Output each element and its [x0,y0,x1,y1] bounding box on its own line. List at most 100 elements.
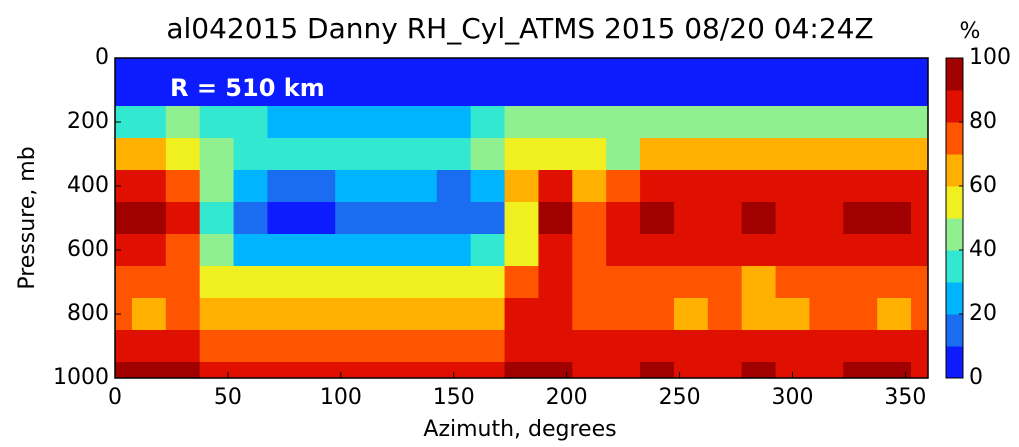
contour-cell [843,266,878,299]
contour-cell [233,58,268,75]
contour-cell [301,330,336,363]
contour-cell [335,298,370,331]
contour-cell [335,58,370,75]
contour-cell [233,170,268,203]
contour-cell [470,170,506,203]
contour-cell [843,58,878,75]
contour-cell [504,138,539,171]
contour-cell [165,202,201,235]
contour-cell [335,362,370,379]
contour-cell [809,74,844,107]
contour-cell [640,138,675,171]
contour-cell [301,170,336,203]
contour-cell [233,362,268,379]
contour-cell [504,74,539,107]
contour-cell [673,234,709,267]
colorbar-label: % [960,19,981,44]
contour-cell [775,266,810,299]
contour-cell [335,266,370,299]
contour-cell [402,138,438,171]
contour-cell [402,298,438,331]
contour-cell [267,170,302,203]
contour-cell [741,138,777,171]
contour-cell [436,362,472,379]
y-tick-label: 0 [95,45,109,70]
contour-cell [707,58,743,75]
contour-cell [640,202,675,235]
contour-cell [115,58,133,75]
contour-cell [115,106,133,139]
contour-cell [538,106,573,139]
contour-cell [470,298,506,331]
contour-cell [335,138,370,171]
contour-cell [843,330,878,363]
contour-cell [809,58,844,75]
contour-cell [369,330,404,363]
x-axis-label: Azimuth, degrees [423,417,616,442]
contour-cell [115,202,133,235]
contour-cell [538,202,573,235]
contour-cell [504,58,539,75]
contour-cell [369,58,404,75]
contour-cell [470,202,506,235]
contour-cell [402,266,438,299]
contour-cell [673,362,709,379]
contour-cell [267,74,302,107]
contour-cell [640,298,675,331]
contour-cell [115,234,133,267]
contour-cell [267,234,302,267]
contour-cell [673,106,709,139]
colorbar-tick-label: 100 [969,45,1011,70]
contour-cell [436,266,472,299]
contour-cell [538,298,573,331]
contour-cell [436,74,472,107]
x-tick-label: 50 [214,385,242,410]
contour-cell [131,202,167,235]
colorbar-tick-label: 60 [969,173,997,198]
contour-cell [673,74,709,107]
contour-cell [369,138,404,171]
contour-cell [911,202,929,235]
contour-cell [335,74,370,107]
colorbar-swatch [946,314,963,347]
contour-cell [673,138,709,171]
contour-cell [199,106,235,139]
contour-cell [267,298,302,331]
contour-cell [606,170,641,203]
contour-cell [606,266,641,299]
contour-cell [707,330,743,363]
contour-cell [572,266,607,299]
contour-cell [335,170,370,203]
contour-cell [301,298,336,331]
contour-cell [606,234,641,267]
contour-cell [504,266,539,299]
contour-cell [809,170,844,203]
contour-cell [775,170,810,203]
contour-cell [843,202,878,235]
contour-cell [165,298,201,331]
contour-cell [572,202,607,235]
contour-cell [267,266,302,299]
colorbar-swatch [946,346,963,379]
contour-cell [572,362,607,379]
contour-cell [843,362,878,379]
contour-cell [301,234,336,267]
contour-cell [809,266,844,299]
contour-cell [199,202,235,235]
contour-cell [606,58,641,75]
contour-cell [775,330,810,363]
contour-cell [369,266,404,299]
contour-cell [877,298,912,331]
contour-cell [741,362,777,379]
colorbar-swatch [946,186,963,219]
contour-cell [267,330,302,363]
contour-cell [115,330,133,363]
contour-cell [538,170,573,203]
y-tick-label: 800 [67,301,109,326]
contour-cell [843,170,878,203]
contour-cell [673,266,709,299]
contour-cell [538,74,573,107]
contour-cell [673,58,709,75]
contour-cell [115,74,133,107]
contour-cell [165,74,201,107]
